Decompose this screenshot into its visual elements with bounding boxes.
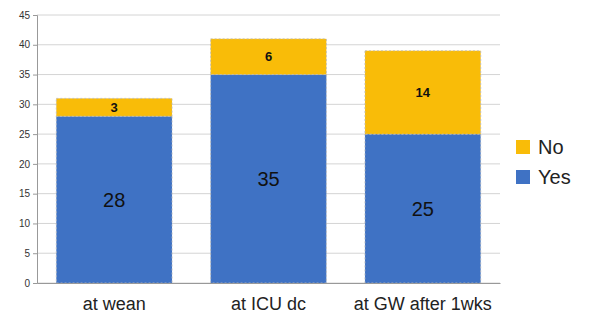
x-tick: at ICU dc bbox=[231, 283, 306, 314]
y-tick-mark bbox=[33, 104, 37, 105]
y-tick-label: 20 bbox=[19, 159, 31, 170]
data-label: 3 bbox=[111, 100, 118, 115]
x-axis: at wean at ICU dc at GW after 1wks bbox=[38, 283, 501, 314]
y-tick: 20 bbox=[19, 159, 37, 170]
y-tick-mark bbox=[33, 134, 37, 135]
data-label: 35 bbox=[257, 168, 279, 190]
y-tick-label: 15 bbox=[19, 188, 31, 199]
y-tick: 0 bbox=[24, 278, 37, 289]
bar-segment bbox=[56, 98, 172, 116]
legend-item: No bbox=[516, 136, 564, 158]
y-tick-label: 40 bbox=[19, 39, 31, 50]
y-tick-label: 35 bbox=[19, 69, 31, 80]
y-tick-label: 5 bbox=[24, 248, 30, 259]
x-tick: at wean bbox=[83, 283, 146, 314]
y-tick: 40 bbox=[19, 39, 37, 50]
y-tick-mark bbox=[33, 283, 37, 284]
bar-segment bbox=[56, 116, 172, 283]
data-labels: 28 35 25 3 6 14 bbox=[103, 49, 434, 219]
bars bbox=[56, 39, 480, 283]
data-label: 14 bbox=[416, 85, 431, 100]
legend-label: Yes bbox=[538, 166, 571, 188]
x-tick-label: at ICU dc bbox=[231, 294, 306, 314]
y-tick: 45 bbox=[19, 10, 37, 21]
legend-swatch bbox=[516, 170, 530, 184]
y-tick: 25 bbox=[19, 129, 37, 140]
grid-line bbox=[37, 15, 500, 16]
y-tick-mark bbox=[33, 15, 37, 16]
y-tick-label: 45 bbox=[19, 10, 31, 21]
bar-segment bbox=[211, 75, 327, 283]
y-tick-label: 0 bbox=[24, 278, 30, 289]
y-tick: 30 bbox=[19, 99, 37, 110]
x-tick-label: at wean bbox=[83, 294, 146, 314]
plot: 0 5 10 15 20 25 30 35 40 45 28 35 25 3 6 14 at wean at IC… bbox=[19, 10, 501, 314]
y-tick: 10 bbox=[19, 218, 37, 229]
y-tick-label: 10 bbox=[19, 218, 31, 229]
y-tick-mark bbox=[33, 194, 37, 195]
y-tick-label: 30 bbox=[19, 99, 31, 110]
y-tick-mark bbox=[33, 164, 37, 165]
chart: 0 5 10 15 20 25 30 35 40 45 28 35 25 3 6 14 at wean at IC… bbox=[0, 0, 599, 332]
y-tick: 15 bbox=[19, 188, 37, 199]
data-label: 25 bbox=[412, 198, 434, 220]
y-tick-mark bbox=[33, 45, 37, 46]
y-axis-line bbox=[33, 16, 38, 284]
bar-segment bbox=[365, 51, 481, 134]
data-label: 6 bbox=[265, 49, 272, 64]
x-tick: at GW after 1wks bbox=[354, 283, 492, 314]
y-tick-mark bbox=[33, 253, 37, 254]
legend-swatch bbox=[516, 140, 530, 154]
grid bbox=[37, 15, 500, 283]
legend-item: Yes bbox=[516, 166, 571, 188]
y-tick: 5 bbox=[24, 248, 37, 259]
y-tick-label: 25 bbox=[19, 129, 31, 140]
data-label: 28 bbox=[103, 189, 125, 211]
legend-label: No bbox=[538, 136, 564, 158]
y-axis: 0 5 10 15 20 25 30 35 40 45 bbox=[19, 10, 38, 289]
x-tick-label: at GW after 1wks bbox=[354, 294, 492, 314]
x-axis-line bbox=[38, 283, 501, 284]
bar-segment bbox=[211, 39, 327, 75]
bar-segment bbox=[365, 134, 481, 283]
y-tick-mark bbox=[33, 75, 37, 76]
y-tick-mark bbox=[33, 223, 37, 224]
legend: No Yes bbox=[516, 136, 571, 188]
y-tick: 35 bbox=[19, 69, 37, 80]
